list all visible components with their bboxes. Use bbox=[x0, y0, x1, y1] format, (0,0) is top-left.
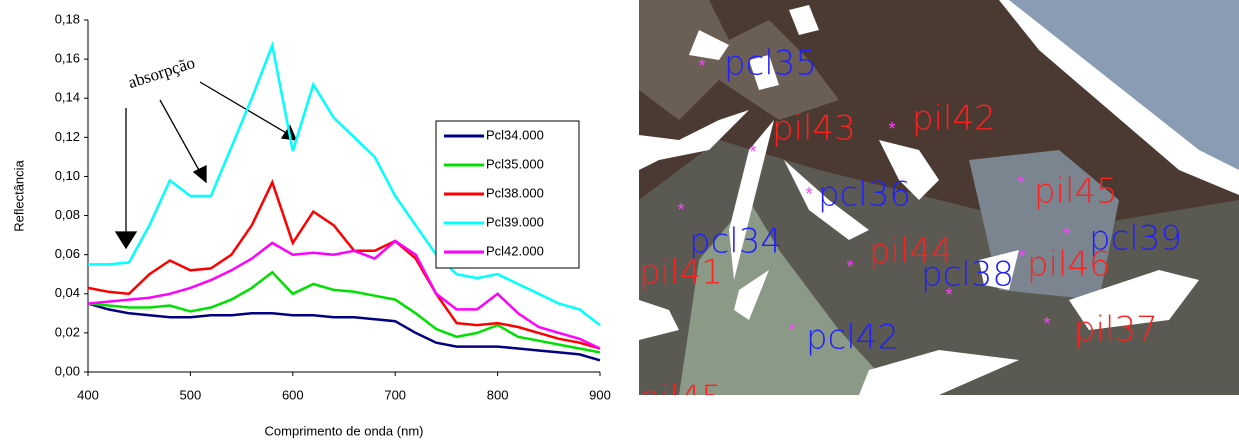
map-label: pcl35 bbox=[724, 44, 817, 84]
y-axis-label: Reflectância bbox=[11, 159, 26, 231]
x-tick-label: 800 bbox=[487, 387, 509, 402]
map-label: pil41 bbox=[639, 253, 723, 293]
sample-points: * * * * * * * * * * * * bbox=[677, 56, 1070, 340]
y-tick-label: 0,04 bbox=[55, 285, 80, 300]
terrain bbox=[639, 0, 839, 120]
series-line bbox=[88, 40, 601, 327]
map-label: pil44 bbox=[869, 232, 953, 272]
svg-text:*: * bbox=[945, 285, 952, 305]
legend-label: Pcl42.000 bbox=[486, 243, 544, 258]
svg-text:*: * bbox=[749, 142, 756, 162]
annotation: absorpção bbox=[126, 53, 197, 92]
svg-text:*: * bbox=[677, 200, 684, 220]
svg-text:*: * bbox=[888, 119, 895, 139]
map-label: pcl38 bbox=[921, 255, 1014, 295]
map: * * * * * * * * * * * * pcl35 pil43 pil42 pcl36 p… bbox=[639, 0, 1239, 395]
map-label: pcl42 bbox=[806, 318, 899, 358]
series-line bbox=[87, 270, 601, 354]
series-line bbox=[87, 239, 601, 350]
svg-text:*: * bbox=[1017, 173, 1024, 193]
water bbox=[1009, 0, 1239, 170]
x-tick-label: 500 bbox=[180, 387, 202, 402]
y-tick-label: 0,08 bbox=[55, 207, 80, 222]
map-label: pil37 bbox=[1074, 310, 1158, 350]
svg-text:*: * bbox=[788, 320, 795, 340]
map-label: pil45 bbox=[639, 379, 723, 396]
svg-text:*: * bbox=[1043, 314, 1050, 334]
series-line bbox=[87, 178, 601, 350]
y-tick-label: 0,12 bbox=[55, 129, 80, 144]
x-axis-label: Comprimento de onda (nm) bbox=[265, 423, 424, 438]
series-line bbox=[87, 302, 601, 362]
annotation-arrows bbox=[114, 81, 298, 250]
x-tick-label: 900 bbox=[589, 387, 611, 402]
map-label: pil43 bbox=[772, 109, 856, 149]
legend-label: Pcl34.000 bbox=[486, 127, 544, 142]
y-tick-label: 0,14 bbox=[55, 90, 80, 105]
legend-label: Pcl38.000 bbox=[486, 185, 544, 200]
y-tick-label: 0,02 bbox=[55, 324, 80, 339]
map-label: pcl39 bbox=[1089, 219, 1182, 259]
y-tick-label: 0,18 bbox=[55, 11, 80, 26]
svg-text:*: * bbox=[1063, 225, 1070, 245]
svg-text:*: * bbox=[805, 184, 812, 204]
map-label: pil45 bbox=[1034, 172, 1118, 212]
chart: Reflectância Comprimento de onda (nm) ab… bbox=[11, 11, 611, 438]
channels bbox=[639, 5, 1199, 395]
y-tick-label: 0,06 bbox=[55, 246, 80, 261]
legend-label: Pcl35.000 bbox=[486, 156, 544, 171]
map-label: pil42 bbox=[912, 99, 996, 139]
map-label: pcl34 bbox=[689, 222, 782, 262]
x-tick-label: 700 bbox=[384, 387, 406, 402]
y-tick-label: 0,10 bbox=[55, 168, 80, 183]
legend-label: Pcl39.000 bbox=[486, 214, 544, 229]
map-label: pcl36 bbox=[818, 175, 911, 215]
x-tick-label: 600 bbox=[282, 387, 304, 402]
svg-text:*: * bbox=[698, 56, 705, 76]
svg-text:*: * bbox=[1018, 247, 1025, 267]
y-tick-label: 0,00 bbox=[55, 363, 80, 378]
y-tick-label: 0,16 bbox=[55, 51, 80, 66]
x-tick-label: 400 bbox=[77, 387, 99, 402]
svg-text:*: * bbox=[846, 257, 853, 277]
map-label: pil46 bbox=[1027, 245, 1111, 285]
